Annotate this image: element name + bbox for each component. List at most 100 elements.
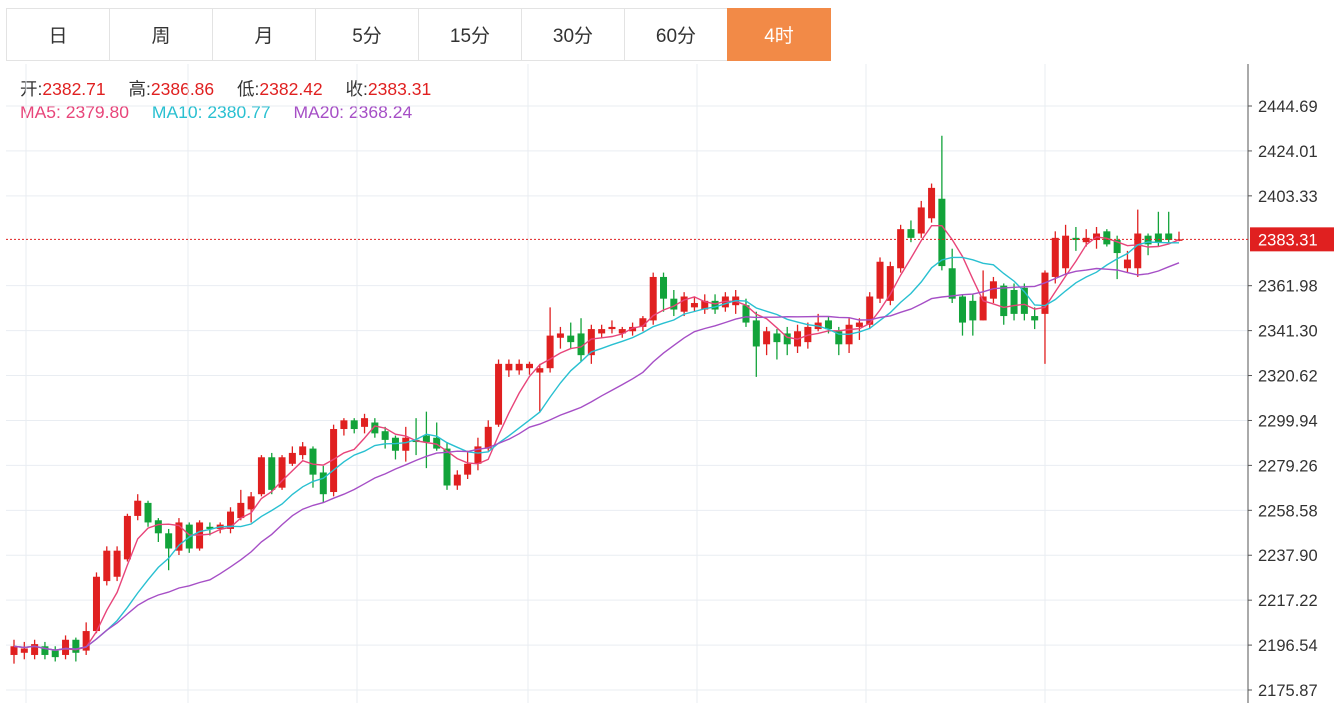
ma20-readout: MA20: 2368.24 — [293, 102, 412, 122]
candle-92 — [958, 294, 967, 336]
candle-109 — [1134, 209, 1142, 277]
candle-28 — [299, 442, 307, 460]
candle-10 — [113, 546, 121, 582]
tab-0[interactable]: 日 — [6, 8, 110, 61]
candle-3 — [41, 641, 49, 660]
low-value: 2382.42 — [259, 79, 323, 99]
candle-62 — [649, 272, 657, 325]
candle-73 — [763, 326, 771, 356]
candle-31 — [330, 424, 338, 497]
candle-51 — [536, 363, 544, 412]
candle-5 — [62, 635, 70, 660]
candle-15 — [165, 528, 173, 571]
candle-2 — [31, 639, 39, 660]
candle-38 — [402, 426, 410, 462]
y-tick-label-10: 2237.90 — [1258, 547, 1318, 565]
candle-85 — [886, 261, 894, 306]
candle-52 — [546, 307, 554, 373]
candle-23 — [247, 492, 255, 523]
ma20-value: 2368.24 — [348, 102, 413, 122]
candle-54 — [567, 322, 575, 349]
tab-4[interactable]: 15分 — [418, 8, 522, 61]
candle-87 — [907, 220, 915, 243]
candle-63 — [660, 272, 668, 312]
candle-11 — [123, 513, 131, 562]
high-label: 高: — [128, 79, 151, 99]
candle-88 — [917, 200, 925, 238]
candle-30 — [319, 465, 327, 503]
candle-81 — [845, 318, 853, 353]
candle-80 — [835, 326, 843, 356]
candle-40 — [422, 411, 430, 469]
tab-5[interactable]: 30分 — [521, 8, 625, 61]
candle-55 — [577, 318, 585, 362]
candle-66 — [690, 296, 698, 312]
candle-56 — [587, 324, 595, 364]
candle-71 — [742, 298, 750, 327]
candle-94 — [979, 270, 987, 321]
candle-12 — [134, 494, 142, 521]
candle-72 — [752, 311, 760, 377]
tab-6[interactable]: 60分 — [624, 8, 728, 61]
candle-24 — [257, 455, 265, 497]
candle-99 — [1031, 307, 1039, 330]
candle-48 — [505, 359, 513, 377]
candle-39 — [412, 418, 420, 456]
high-value: 2386.86 — [150, 79, 215, 99]
candle-57 — [598, 324, 606, 338]
ma-info: MA5: 2379.80 MA10: 2380.77 MA20: 2368.24 — [20, 102, 412, 123]
y-tick-label-1: 2424.01 — [1258, 143, 1318, 161]
tab-3[interactable]: 5分 — [315, 8, 419, 61]
candle-96 — [1000, 283, 1008, 325]
y-tick-label-6: 2320.62 — [1258, 368, 1318, 386]
candle-47 — [495, 359, 503, 427]
y-tick-label-12: 2196.54 — [1258, 637, 1318, 655]
ma10-label: MA10: — [151, 102, 203, 122]
candle-9 — [103, 546, 111, 586]
candle-8 — [92, 572, 100, 634]
candle-93 — [969, 294, 977, 336]
y-tick-label-4: 2361.98 — [1258, 278, 1318, 296]
candle-0 — [10, 639, 18, 664]
y-tick-label-5: 2341.30 — [1258, 323, 1318, 341]
y-tick-label-2: 2403.33 — [1258, 188, 1318, 206]
candle-25 — [268, 452, 276, 495]
candle-49 — [515, 359, 523, 375]
ma5-readout: MA5: 2379.80 — [20, 102, 129, 122]
current-price-badge — [1250, 227, 1334, 252]
period-tabs: 日周月 5分 15分 30分 60分 4时 — [6, 8, 831, 61]
candle-1 — [20, 641, 28, 660]
tab-2[interactable]: 月 — [212, 8, 316, 61]
candle-4 — [51, 646, 59, 662]
candle-112 — [1165, 211, 1173, 245]
candle-84 — [876, 257, 884, 304]
candle-97 — [1010, 283, 1018, 321]
candle-67 — [701, 294, 709, 314]
candle-74 — [773, 329, 781, 360]
ma20-label: MA20: — [293, 102, 345, 122]
candle-65 — [680, 292, 688, 317]
candle-108 — [1123, 250, 1131, 273]
candle-100 — [1041, 270, 1049, 364]
candle-75 — [783, 326, 791, 356]
candle-26 — [278, 455, 286, 490]
candle-90 — [938, 135, 946, 271]
candle-59 — [618, 326, 626, 338]
candle-43 — [453, 470, 461, 490]
y-tick-label-7: 2299.94 — [1258, 412, 1318, 430]
candle-64 — [670, 289, 678, 317]
tab-1[interactable]: 周 — [109, 8, 213, 61]
candle-86 — [897, 224, 905, 273]
candle-7 — [82, 622, 90, 655]
candle-32 — [340, 418, 348, 436]
candle-42 — [443, 442, 451, 490]
candle-102 — [1062, 224, 1070, 275]
open-value: 2382.71 — [42, 79, 106, 99]
candle-110 — [1144, 233, 1152, 256]
candle-89 — [928, 183, 936, 223]
candle-27 — [288, 446, 296, 466]
candle-53 — [556, 326, 564, 349]
tab-7[interactable]: 4时 — [727, 8, 831, 61]
candle-46 — [484, 420, 492, 451]
